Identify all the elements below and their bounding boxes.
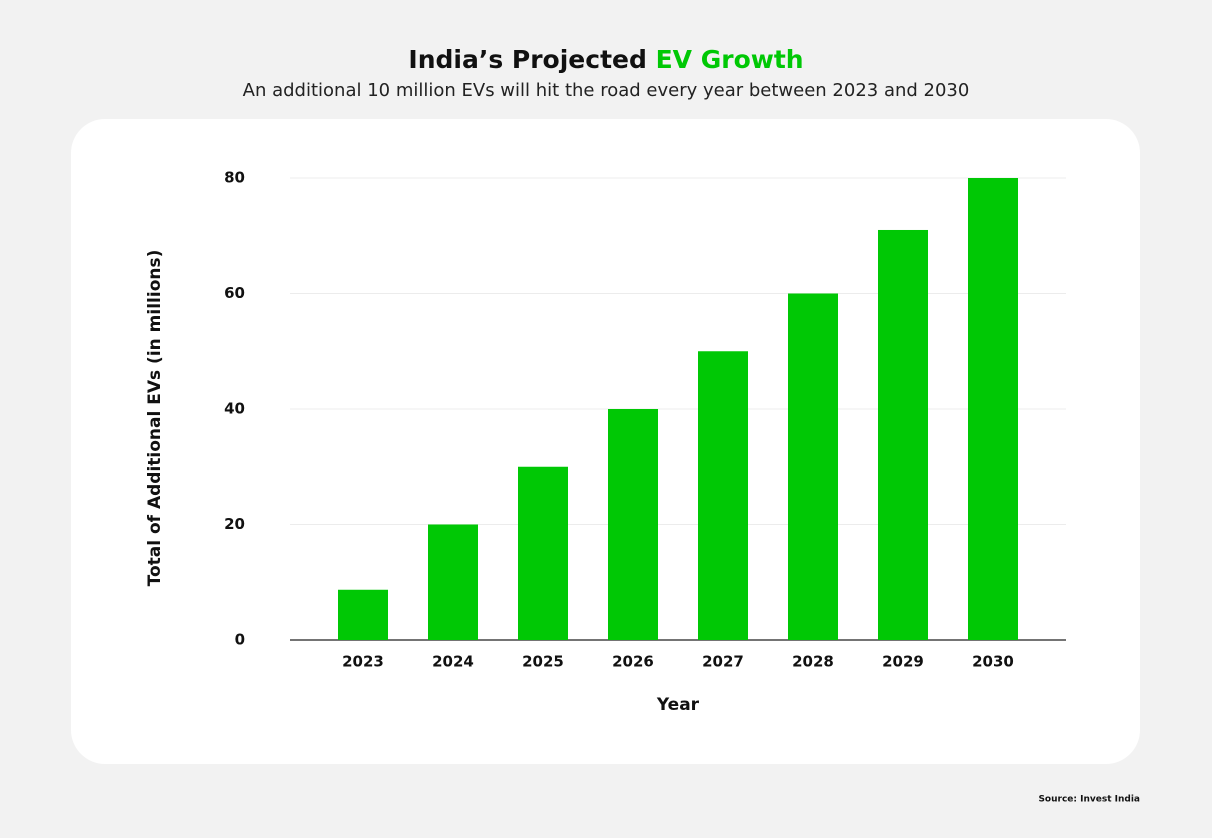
bar xyxy=(608,409,658,640)
chart-title: India’s Projected EV Growth xyxy=(408,45,803,74)
x-tick-label: 2024 xyxy=(432,653,474,671)
y-tick-label: 80 xyxy=(224,169,245,187)
x-axis-label: Year xyxy=(656,695,700,715)
x-tick-label: 2029 xyxy=(882,653,924,671)
x-tick-label: 2026 xyxy=(612,653,654,671)
x-tick-label: 2023 xyxy=(342,653,384,671)
x-tick-label: 2027 xyxy=(702,653,744,671)
source: Source: Invest India xyxy=(1038,795,1140,805)
title-highlight: EV Growth xyxy=(656,45,804,74)
x-tick-label: 2030 xyxy=(972,653,1014,671)
x-tick-label: 2025 xyxy=(522,653,564,671)
y-tick-label: 40 xyxy=(224,400,245,418)
bar xyxy=(518,466,568,640)
chart-subtitle: An additional 10 million EVs will hit th… xyxy=(243,80,970,101)
title-main: India’s Projected xyxy=(408,45,647,74)
bar xyxy=(338,589,388,640)
y-tick-label: 20 xyxy=(224,515,245,533)
y-tick-label: 0 xyxy=(235,631,245,649)
bar xyxy=(788,293,838,640)
bar xyxy=(968,178,1018,640)
y-axis-label: Total of Additional EVs (in millions) xyxy=(145,250,165,587)
bar xyxy=(698,351,748,640)
x-tick-label: 2028 xyxy=(792,653,834,671)
bar xyxy=(428,524,478,640)
bar xyxy=(878,229,928,640)
y-tick-label: 60 xyxy=(224,284,245,302)
